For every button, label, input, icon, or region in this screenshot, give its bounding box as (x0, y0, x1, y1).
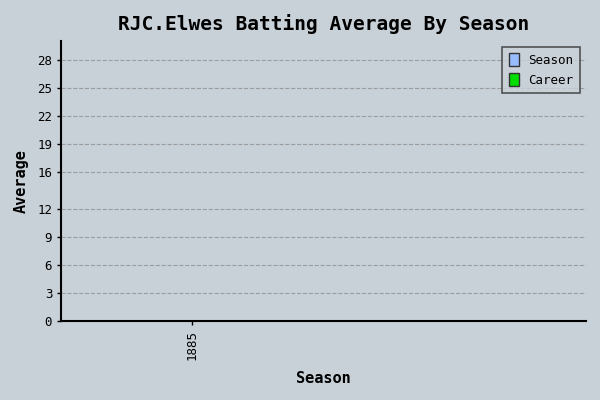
X-axis label: Season: Season (296, 371, 351, 386)
Title: RJC.Elwes Batting Average By Season: RJC.Elwes Batting Average By Season (118, 14, 529, 34)
Y-axis label: Average: Average (14, 149, 29, 213)
Legend: Season, Career: Season, Career (502, 47, 580, 93)
